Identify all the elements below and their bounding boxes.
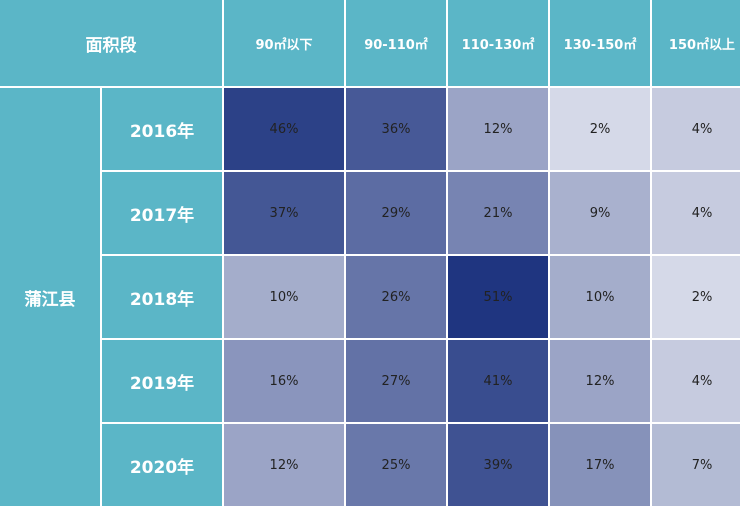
- heatmap-cell: 21%: [448, 172, 548, 254]
- year-label: 2019年: [102, 340, 222, 422]
- heatmap-cell: 36%: [346, 88, 446, 170]
- column-header: 90㎡以下: [224, 0, 344, 86]
- heatmap-cell: 29%: [346, 172, 446, 254]
- heatmap-cell: 39%: [448, 424, 548, 506]
- heatmap-cell: 10%: [550, 256, 650, 338]
- area-segment-header: 面积段: [0, 0, 222, 86]
- heatmap-cell: 46%: [224, 88, 344, 170]
- year-label: 2018年: [102, 256, 222, 338]
- heatmap-cell: 12%: [550, 340, 650, 422]
- column-header: 130-150㎡: [550, 0, 650, 86]
- heatmap-cell: 7%: [652, 424, 740, 506]
- heatmap-cell: 2%: [652, 256, 740, 338]
- heatmap-cell: 51%: [448, 256, 548, 338]
- heatmap-cell: 9%: [550, 172, 650, 254]
- heatmap-cell: 12%: [224, 424, 344, 506]
- heatmap-cell: 4%: [652, 172, 740, 254]
- heatmap-cell: 10%: [224, 256, 344, 338]
- heatmap-cell: 41%: [448, 340, 548, 422]
- heatmap-cell: 25%: [346, 424, 446, 506]
- heatmap-cell: 17%: [550, 424, 650, 506]
- year-label: 2017年: [102, 172, 222, 254]
- heatmap-cell: 37%: [224, 172, 344, 254]
- heatmap-cell: 4%: [652, 88, 740, 170]
- year-label: 2016年: [102, 88, 222, 170]
- heatmap-cell: 26%: [346, 256, 446, 338]
- county-label: 蒲江县: [0, 88, 100, 506]
- heatmap-cell: 12%: [448, 88, 548, 170]
- heatmap-cell: 2%: [550, 88, 650, 170]
- year-label: 2020年: [102, 424, 222, 506]
- heatmap-cell: 27%: [346, 340, 446, 422]
- column-header: 110-130㎡: [448, 0, 548, 86]
- heatmap-cell: 16%: [224, 340, 344, 422]
- column-header: 90-110㎡: [346, 0, 446, 86]
- heatmap-cell: 4%: [652, 340, 740, 422]
- column-header: 150㎡以上: [652, 0, 740, 86]
